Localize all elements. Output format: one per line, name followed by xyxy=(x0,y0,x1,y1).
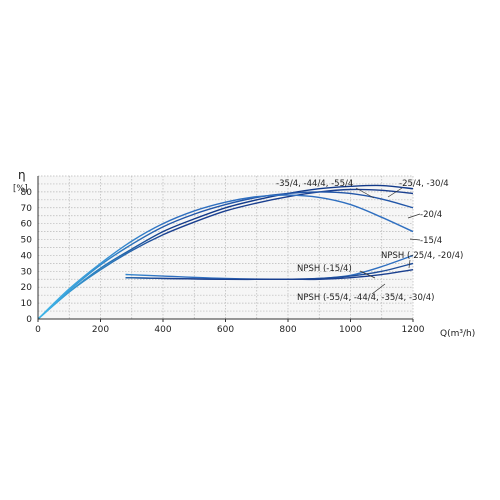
y-axis-unit: [%] xyxy=(13,184,28,194)
x-tick-label: 0 xyxy=(35,325,41,335)
grid xyxy=(38,175,414,319)
x-tick-label: 200 xyxy=(92,325,109,335)
y-axis-label: η xyxy=(18,168,26,182)
x-axis-label: Q(m³/h) xyxy=(440,329,475,339)
series-layer xyxy=(37,184,414,320)
series-line-4 xyxy=(37,194,414,320)
annotation-label: -15/4 xyxy=(420,236,442,246)
x-tick-label: 1200 xyxy=(402,325,425,335)
series-line-3 xyxy=(37,191,414,320)
annotation-leader xyxy=(407,213,421,219)
y-tick-label: 70 xyxy=(21,204,33,214)
annotation-label: NPSH (-25/4, -20/4) xyxy=(381,251,463,261)
annotations: -35/4, -44/4, -55/4 -25/4, -30/4 -20/4 -15/… xyxy=(276,179,463,303)
annotation-label: NPSH (-55/4, -44/4, -35/4, -30/4) xyxy=(297,293,434,303)
x-tick-label: 1000 xyxy=(339,325,362,335)
annotation-label: -20/4 xyxy=(420,210,442,220)
x-tick-label: 400 xyxy=(154,325,171,335)
annotation-leader xyxy=(387,187,403,198)
y-tick-label: 0 xyxy=(26,315,32,325)
x-tick-label: 600 xyxy=(217,325,234,335)
y-tick-label: 80 xyxy=(21,188,33,198)
annotation-label: -35/4, -44/4, -55/4 xyxy=(276,179,353,189)
series-line-7 xyxy=(125,269,414,281)
y-tick-label: 60 xyxy=(21,220,33,230)
y-tick-label: 40 xyxy=(21,251,33,261)
tick-labels: 0 200 400 600 800 1000 1200 0 10 20 30 40 50 60 70 80 xyxy=(21,188,425,335)
y-tick-label: 20 xyxy=(21,283,33,293)
annotation-label: -25/4, -30/4 xyxy=(399,179,449,189)
series-line-2 xyxy=(37,184,414,320)
x-tick-label: 800 xyxy=(279,325,296,335)
series-line-1 xyxy=(37,188,414,320)
annotation-leader xyxy=(355,187,375,199)
annotation-leader xyxy=(359,270,376,279)
y-tick-label: 50 xyxy=(21,236,33,246)
annotation-label: NPSH (-15/4) xyxy=(297,264,352,274)
annotation-leader xyxy=(408,259,411,269)
y-tick-label: 30 xyxy=(21,267,33,277)
annotation-leader xyxy=(409,238,421,241)
y-tick-label: 10 xyxy=(21,299,33,309)
annotation-leader xyxy=(371,283,386,295)
